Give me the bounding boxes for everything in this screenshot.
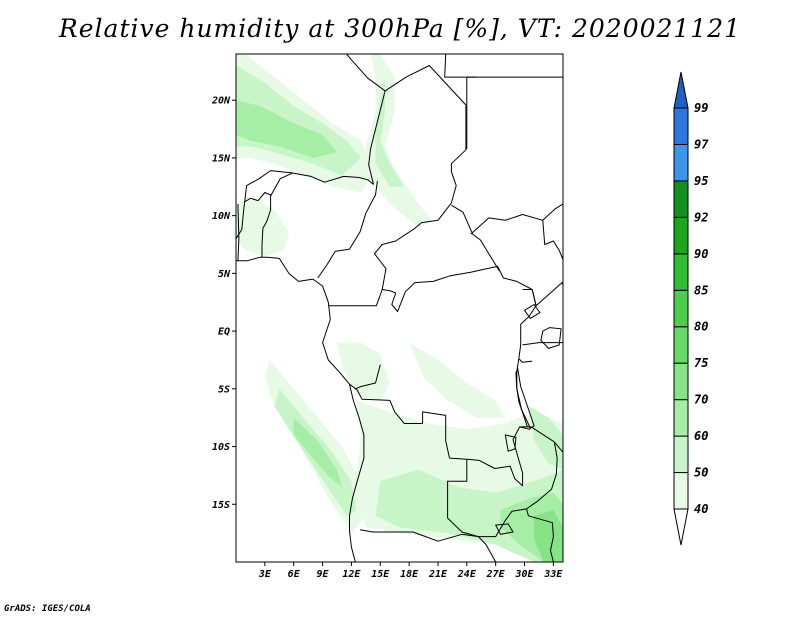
colorbar-swatch <box>673 289 689 328</box>
country-border <box>542 220 564 260</box>
lon-tick-label: 3E <box>258 569 272 580</box>
country-border <box>526 508 554 563</box>
humidity-region <box>409 342 506 418</box>
lon-tick-label: 15E <box>371 569 390 580</box>
lake-outline <box>504 434 517 452</box>
lon-tick-label: 27E <box>486 569 506 580</box>
lake-outline <box>494 523 514 535</box>
lat-tick-label: 15S <box>212 500 230 511</box>
humidity-region <box>375 77 405 187</box>
colorbar-swatch <box>673 435 689 474</box>
country-border <box>444 53 477 78</box>
country-border <box>355 364 381 390</box>
coastline <box>236 256 365 563</box>
colorbar-label: 40 <box>694 502 708 516</box>
colorbar-swatch <box>673 362 689 401</box>
lat-tick-label: 5S <box>218 384 230 395</box>
map-frame <box>235 53 564 563</box>
colorbar-swatch <box>673 180 689 218</box>
colorbar-swatch <box>673 326 689 364</box>
colorbar-label: 50 <box>694 466 708 480</box>
humidity-region <box>236 198 289 256</box>
country-border <box>349 383 479 538</box>
country-border <box>535 282 564 307</box>
lon-tick-label: 18E <box>400 569 419 580</box>
lon-tick-label: 30E <box>514 569 534 580</box>
lake-outline <box>540 327 562 349</box>
lon-tick-label: 21E <box>428 569 448 580</box>
lake-outline <box>523 303 541 320</box>
colorbar-label: 95 <box>694 174 708 188</box>
colorbar-label: 60 <box>694 429 708 443</box>
colorbar-swatch <box>673 107 689 145</box>
colorbar-swatch <box>673 216 689 255</box>
colorbar-swatch <box>673 253 689 291</box>
colorbar-label: 80 <box>694 320 708 334</box>
colorbar-swatch <box>673 143 689 182</box>
colorbar-swatch <box>673 472 689 510</box>
longitude-axis: 3E 6E 9E 12E 15E 18E 21E 24E 27E 30E 33E <box>258 562 563 580</box>
lon-tick-label: 6E <box>288 569 301 580</box>
colorbar-label: 99 <box>694 101 708 115</box>
lon-tick-label: 12E <box>342 569 361 580</box>
humidity-region <box>534 510 563 562</box>
humidity-region <box>293 417 342 487</box>
country-border <box>244 170 374 202</box>
lat-tick-label: 20N <box>211 96 231 107</box>
humidity-region <box>529 406 563 470</box>
country-border <box>466 76 563 101</box>
colorbar-swatch <box>673 399 689 437</box>
country-border <box>237 204 240 261</box>
latitude-axis: 20N 15N 10N 5N EQ 5S 10S 15S <box>211 96 236 511</box>
country-border <box>384 65 468 150</box>
lake-outline <box>515 367 535 429</box>
lat-tick-label: EQ <box>218 327 230 338</box>
lat-tick-label: 15N <box>212 153 231 164</box>
country-border <box>478 441 558 538</box>
colorbar-label: 75 <box>694 356 708 370</box>
country-border <box>235 192 272 258</box>
country-border <box>328 265 537 312</box>
grads-credit: GrADS: IGES/COLA <box>4 604 91 614</box>
lat-tick-label: 5N <box>218 269 231 280</box>
chart-title: Relative humidity at 300hPa [%], VT: 202… <box>58 14 742 43</box>
country-border <box>518 358 533 363</box>
country-border <box>270 172 293 197</box>
country-border <box>451 204 500 272</box>
country-border <box>360 529 497 563</box>
lon-tick-label: 33E <box>543 569 563 580</box>
lon-tick-label: 24E <box>457 569 477 580</box>
humidity-region <box>236 100 337 158</box>
lat-tick-label: 10S <box>212 442 230 453</box>
colorbar-label: 92 <box>694 210 708 224</box>
lat-tick-label: 10N <box>212 211 231 222</box>
colorbar-top-arrow <box>673 71 689 109</box>
country-border <box>317 180 378 279</box>
country-border <box>466 426 528 487</box>
country-border <box>470 203 564 235</box>
colorbar-label: 70 <box>694 393 708 407</box>
humidity-region <box>337 342 390 401</box>
lon-tick-label: 9E <box>317 569 330 580</box>
colorbar: 40 50 60 70 75 80 85 90 92 95 97 99 <box>673 71 709 546</box>
colorbar-label: 85 <box>694 283 708 297</box>
colorbar-bottom-arrow <box>673 508 689 546</box>
country-border <box>374 106 467 290</box>
colorbar-label: 90 <box>694 247 708 261</box>
colorbar-label: 97 <box>694 137 709 151</box>
